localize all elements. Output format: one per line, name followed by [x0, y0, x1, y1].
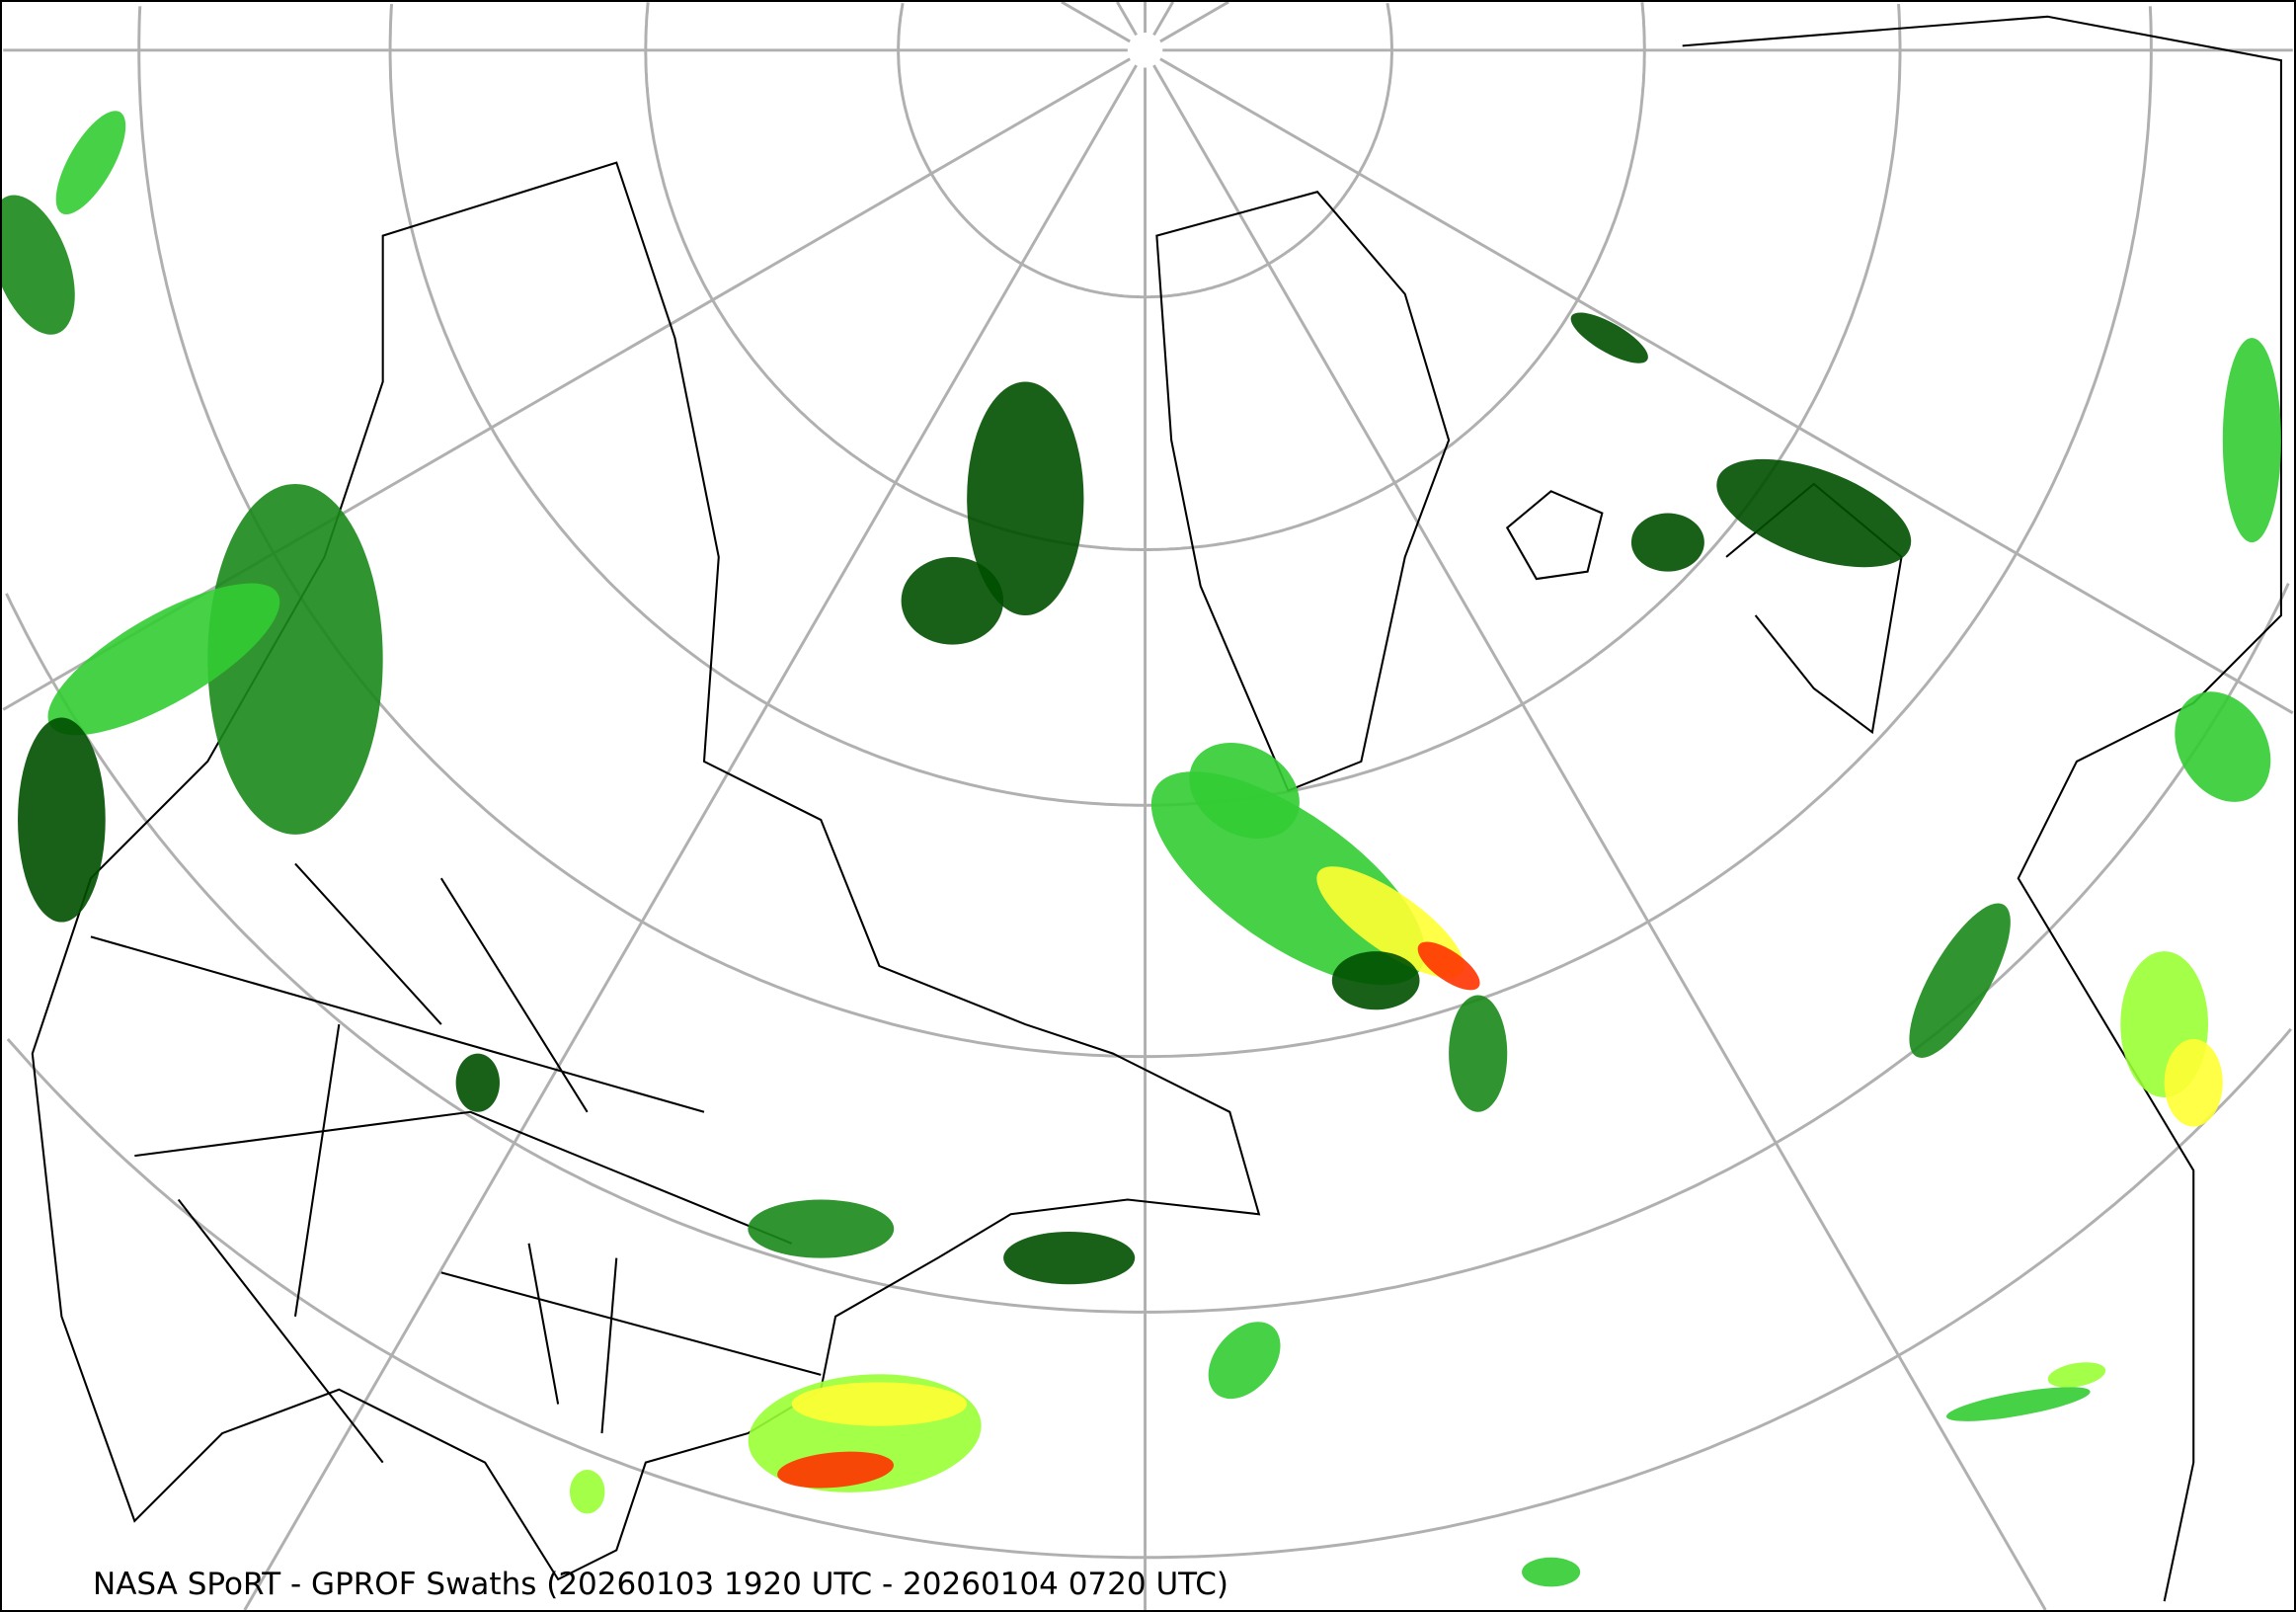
latitude-circle: [1386, 2, 1393, 50]
meridian-line: [1152, 64, 2047, 1610]
precip-area: [455, 1053, 500, 1112]
meridian-line: [1061, 2, 1131, 43]
precip-area: [1003, 1232, 1136, 1285]
latitude-circle: [2148, 6, 2153, 50]
meridian-line: [243, 64, 1138, 1610]
latitude-circle: [388, 3, 1902, 807]
precip-area: [1449, 995, 1508, 1112]
precip-area: [55, 111, 126, 215]
us-state-borders: [90, 862, 822, 1464]
precip-area: [1417, 941, 1480, 991]
precip-area: [2222, 338, 2281, 543]
precip-area: [1570, 312, 1648, 363]
latitude-circle: [644, 2, 1646, 551]
precipitation-swaths: [2, 111, 2281, 1587]
meridian-line: [1152, 2, 1174, 37]
meridian-line: [1159, 2, 1229, 43]
greenland-outline: [1155, 191, 1451, 792]
north-america-outline: [31, 161, 1261, 1581]
precip-area: [1189, 742, 1300, 839]
precip-area: [2175, 691, 2271, 802]
iceland-outline: [1505, 490, 1604, 581]
map-title: NASA SPoRT - GPROF Swaths (20260103 1920…: [93, 1567, 1228, 1602]
latitude-circle: [897, 2, 1393, 299]
precip-area: [18, 717, 106, 923]
latitude-circle: [1640, 2, 1646, 50]
precip-area: [1945, 1387, 2091, 1421]
precip-area: [47, 583, 280, 736]
precip-area: [1909, 903, 2011, 1058]
precip-area: [1716, 458, 1912, 568]
precip-area: [748, 1199, 895, 1258]
latitude-circle: [5, 583, 2290, 1314]
precip-area: [1208, 1322, 1281, 1400]
precip-area: [1630, 513, 1704, 572]
precip-area: [967, 381, 1084, 616]
latitude-circle: [6, 1027, 2292, 1560]
europe-outline: [1682, 15, 2282, 1602]
precip-area: [1331, 951, 1420, 1010]
precip-area: [791, 1382, 968, 1426]
precip-area: [2, 195, 75, 335]
latitude-circle: [1897, 3, 1902, 50]
meridian-line: [1116, 2, 1138, 37]
meridian-line: [1159, 57, 2294, 715]
precip-area: [207, 483, 383, 835]
precip-area: [2164, 1038, 2223, 1127]
precip-area: [2047, 1362, 2106, 1388]
precip-area: [777, 1451, 895, 1489]
precip-area: [901, 556, 1004, 645]
precip-area: [569, 1470, 605, 1514]
precip-area: [1522, 1557, 1581, 1587]
